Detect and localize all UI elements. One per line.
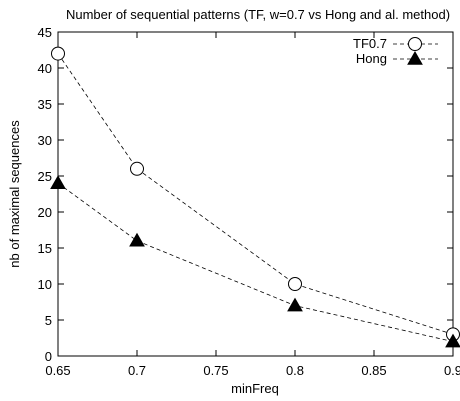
y-tick-label: 15 xyxy=(38,241,52,256)
y-tick-label: 40 xyxy=(38,61,52,76)
x-tick-label: 0.9 xyxy=(444,363,460,378)
x-axis: 0.65 0.7 0.75 0.8 0.85 0.9 xyxy=(45,32,460,378)
y-tick-label: 10 xyxy=(38,277,52,292)
legend-marker xyxy=(408,37,422,51)
x-tick-label: 0.65 xyxy=(45,363,70,378)
y-tick-label: 0 xyxy=(45,349,52,364)
y-tick-label: 30 xyxy=(38,133,52,148)
legend-label: TF0.7 xyxy=(353,36,387,51)
legend-marker xyxy=(407,50,423,65)
x-tick-label: 0.8 xyxy=(286,363,304,378)
data-point xyxy=(50,175,66,189)
y-tick-label: 35 xyxy=(38,97,52,112)
data-point xyxy=(288,277,302,291)
y-axis: 0 5 10 15 20 25 30 35 40 45 xyxy=(38,25,453,364)
series-hong xyxy=(50,175,460,348)
series-tf0-7 xyxy=(51,46,460,342)
data-point xyxy=(287,297,303,312)
data-point xyxy=(51,46,65,61)
series-line xyxy=(57,53,454,335)
y-tick-label: 20 xyxy=(38,205,52,220)
x-tick-label: 0.85 xyxy=(361,363,386,378)
plot-frame xyxy=(57,31,454,357)
series-line xyxy=(57,182,454,342)
y-axis-label: nb of maximal sequences xyxy=(7,120,22,268)
y-tick-label: 5 xyxy=(45,313,52,328)
x-tick-label: 0.75 xyxy=(203,363,228,378)
y-tick-label: 25 xyxy=(38,169,52,184)
data-point xyxy=(445,333,460,348)
data-point xyxy=(130,161,144,176)
x-axis-label: minFreq xyxy=(231,381,279,396)
y-tick-label: 45 xyxy=(38,25,52,40)
legend-label: Hong xyxy=(356,51,387,66)
x-tick-label: 0.7 xyxy=(128,363,146,378)
data-point xyxy=(129,232,145,247)
series-layer xyxy=(50,46,460,348)
chart-title: Number of sequential patterns (TF, w=0.7… xyxy=(66,7,450,22)
